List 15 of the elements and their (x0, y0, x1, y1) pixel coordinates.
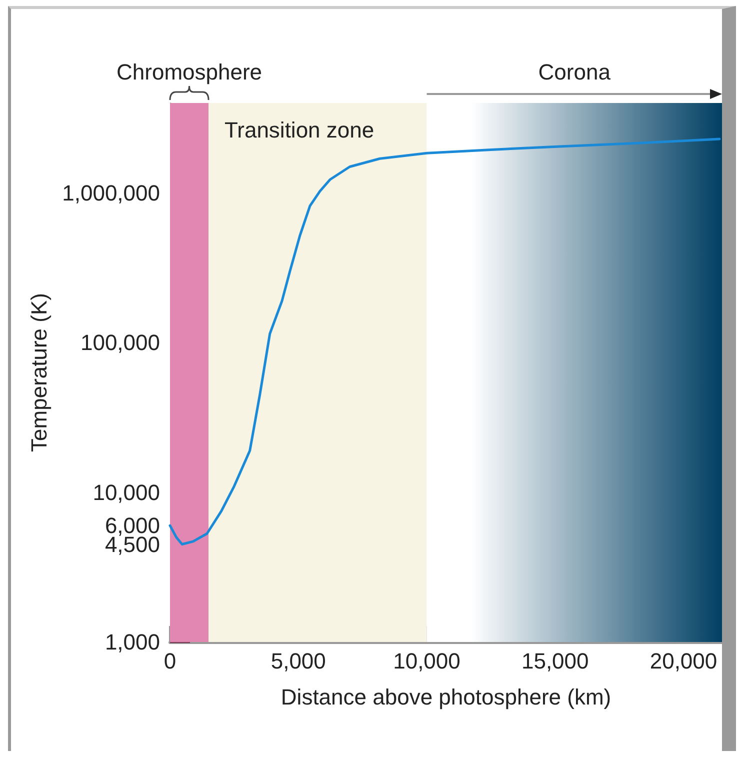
x-tick-label: 15,000 (521, 648, 589, 674)
x-axis-title: Distance above photosphere (km) (280, 684, 612, 710)
x-tick-label: 20,000 (650, 648, 718, 674)
y-tick-label: 1,000,000 (62, 180, 160, 206)
y-tick-label: 100,000 (80, 330, 160, 356)
x-tick-label: 5,000 (270, 648, 326, 674)
band-label: Chromosphere (116, 60, 262, 84)
band-label: Corona (538, 60, 612, 84)
y-axis-title: Temperature (K) (26, 293, 52, 452)
y-tick-label: 10,000 (92, 480, 160, 505)
line-series (168, 138, 721, 546)
x-tick-label: 0 (164, 648, 176, 674)
band-label: Transition zone (224, 118, 374, 142)
x-tick-label: 10,000 (393, 648, 460, 674)
y-tick-label: 1,000 (104, 630, 160, 654)
